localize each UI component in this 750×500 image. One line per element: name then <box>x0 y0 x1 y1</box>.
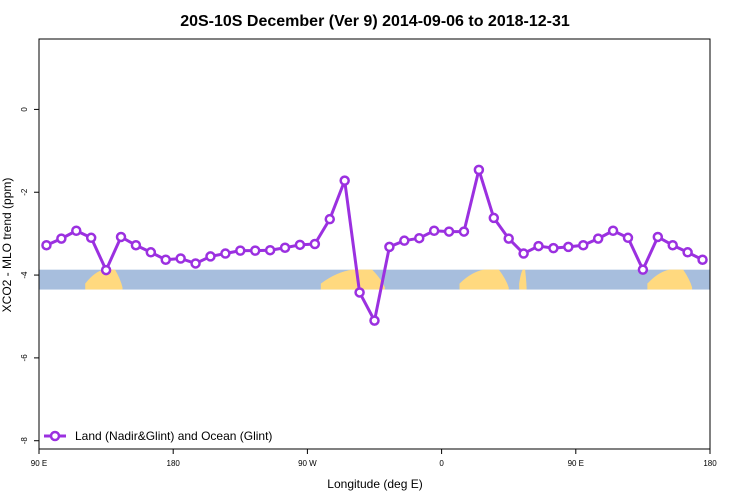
x-tick-label: 90 E <box>31 459 47 468</box>
data-point <box>548 242 559 254</box>
data-point <box>563 241 574 253</box>
data-point <box>488 212 500 224</box>
data-point <box>71 225 82 236</box>
legend-label: Land (Nadir&Glint) and Ocean (Glint) <box>75 429 272 443</box>
series-line <box>45 168 704 323</box>
land-segment <box>85 269 123 290</box>
y-tick-label: 0 <box>20 107 29 112</box>
data-point <box>652 231 664 243</box>
data-point <box>85 232 97 244</box>
data-point <box>428 225 440 236</box>
data-point <box>41 239 52 251</box>
chart-title: 20S-10S December (Ver 9) 2014-09-06 to 2… <box>180 13 570 30</box>
x-tick-label: 180 <box>703 459 717 468</box>
data-point <box>413 232 425 244</box>
land-segment <box>647 269 693 290</box>
y-tick-label: -4 <box>20 271 29 279</box>
data-point <box>324 213 336 225</box>
data-point <box>115 231 127 243</box>
legend: Land (Nadir&Glint) and Ocean (Glint) <box>44 429 272 443</box>
legend-marker <box>49 430 61 442</box>
y-tick-label: -6 <box>20 354 29 362</box>
plot-frame <box>38 38 711 450</box>
data-point <box>399 235 410 246</box>
data-point <box>160 254 171 265</box>
data-point <box>56 233 67 244</box>
data-point <box>339 175 350 186</box>
data-point <box>294 239 306 251</box>
x-axis: 90 E 180 90 W 0 90 E 180 <box>31 449 717 468</box>
data-point <box>205 251 216 262</box>
data-point <box>220 248 231 259</box>
data-point <box>369 315 380 326</box>
data-point <box>235 245 246 256</box>
data-point <box>100 264 112 276</box>
data-point <box>607 225 619 236</box>
surface-band <box>39 269 710 290</box>
y-tick-label: -2 <box>20 188 29 196</box>
data-point <box>354 287 365 298</box>
data-point <box>458 226 470 237</box>
land-segment <box>320 269 385 290</box>
data-point <box>473 164 485 176</box>
data-point <box>533 240 544 252</box>
data-point <box>578 239 589 251</box>
data-point <box>637 264 649 275</box>
land-segment <box>459 269 509 290</box>
data-point <box>279 242 291 253</box>
series-layer <box>41 164 708 326</box>
data-point <box>443 226 455 237</box>
data-point <box>518 248 529 259</box>
data-point <box>190 258 201 269</box>
data-point <box>145 247 157 258</box>
data-point <box>264 244 276 256</box>
data-point <box>622 232 634 244</box>
x-axis-label: Longitude (deg E) <box>327 477 422 491</box>
data-point <box>667 239 678 251</box>
x-tick-label: 0 <box>439 459 444 468</box>
y-axis-label: XCO2 - MLO trend (ppm) <box>0 178 14 313</box>
data-point <box>175 253 186 264</box>
data-point <box>503 233 514 244</box>
y-axis: 0 -2 -4 -6 -8 <box>20 107 39 445</box>
land-segment <box>519 269 527 290</box>
data-point <box>249 245 261 256</box>
data-point <box>697 254 708 265</box>
x-tick-label: 90 E <box>568 459 584 468</box>
x-tick-label: 90 W <box>298 459 317 468</box>
data-point <box>384 241 395 253</box>
data-point <box>592 233 604 244</box>
data-point <box>682 247 693 258</box>
x-tick-label: 180 <box>167 459 181 468</box>
data-point <box>309 238 321 250</box>
y-tick-label: -8 <box>20 437 29 445</box>
data-point <box>130 239 142 251</box>
